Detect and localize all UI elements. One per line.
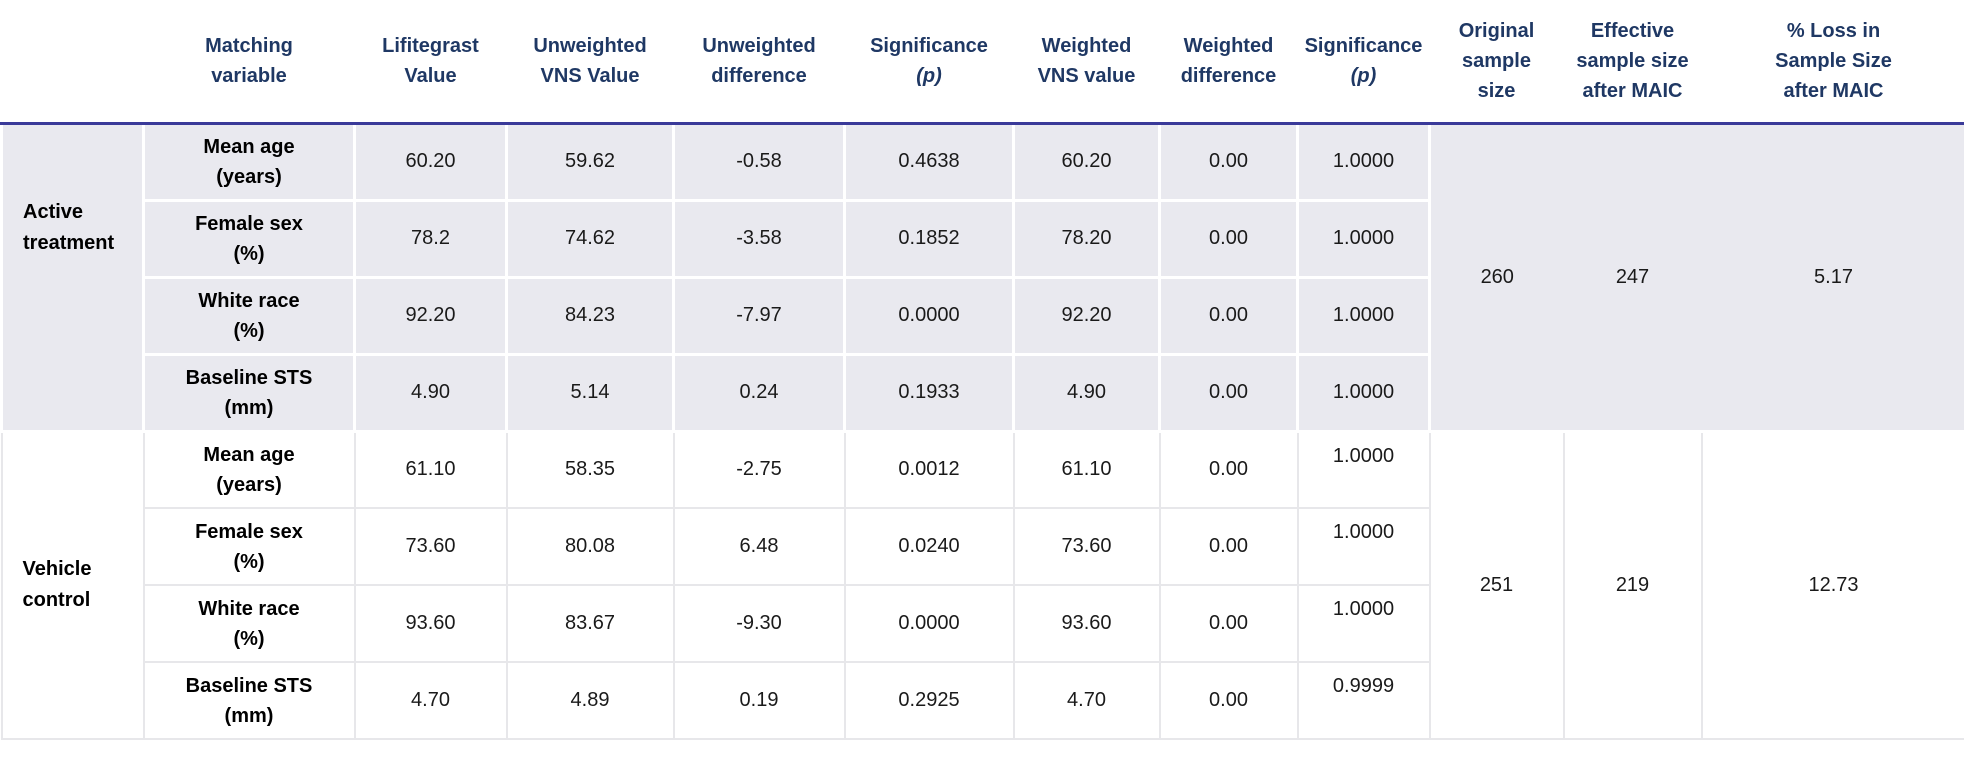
value-cell: 0.00 xyxy=(1158,507,1299,586)
value-cell: 4.70 xyxy=(1012,661,1161,740)
value-cell: 0.0240 xyxy=(843,507,1015,586)
pct-loss-cell: 5.17 xyxy=(1701,121,1964,433)
value-cell: 1.0000 xyxy=(1296,275,1431,356)
value-cell: 0.00 xyxy=(1158,275,1299,356)
col-header-lifitegrast-value: Lifitegrast Value xyxy=(354,0,507,125)
value-cell: 0.2925 xyxy=(843,661,1015,740)
value-cell: 1.0000 xyxy=(1296,430,1431,509)
col-header-row-group xyxy=(1,0,144,125)
col-header-original-sample-size: Original sample size xyxy=(1429,0,1564,125)
value-cell: 93.60 xyxy=(1012,584,1161,663)
value-cell: 73.60 xyxy=(1012,507,1161,586)
value-cell: 0.24 xyxy=(672,352,846,433)
value-cell: 0.00 xyxy=(1158,352,1299,433)
value-cell: 60.20 xyxy=(1012,121,1161,202)
variable-cell: Mean age (years) xyxy=(142,430,356,509)
variable-cell: Baseline STS (mm) xyxy=(142,352,356,433)
maic-baseline-characteristics-table: Matching variable Lifitegrast Value Unwe… xyxy=(0,0,1964,740)
value-cell: 0.0000 xyxy=(843,275,1015,356)
value-cell: 0.0012 xyxy=(843,430,1015,509)
value-cell: 92.20 xyxy=(1012,275,1161,356)
value-cell: 0.0000 xyxy=(843,584,1015,663)
active-row-female-sex: Female sex (%) 78.2 74.62 -3.58 0.1852 7… xyxy=(2,198,1964,279)
value-cell: -9.30 xyxy=(672,584,846,663)
value-cell: 78.2 xyxy=(353,198,508,279)
variable-cell: White race (%) xyxy=(142,584,356,663)
variable-cell: White race (%) xyxy=(142,275,356,356)
effective-sample-size-cell: 247 xyxy=(1563,121,1702,433)
value-cell: 0.00 xyxy=(1158,198,1299,279)
value-cell: 0.4638 xyxy=(843,121,1015,202)
value-cell: 0.00 xyxy=(1158,430,1299,509)
group-label-vehicle-control: Vehicle control xyxy=(0,430,145,740)
value-cell: 93.60 xyxy=(353,584,508,663)
original-sample-size-cell: 260 xyxy=(1429,121,1564,433)
header-row: Matching variable Lifitegrast Value Unwe… xyxy=(1,0,1964,125)
value-cell: 1.0000 xyxy=(1296,121,1431,202)
col-header-significance-weighted: Significance (p) xyxy=(1297,0,1430,125)
value-cell: 4.70 xyxy=(353,661,508,740)
value-cell: 4.90 xyxy=(353,352,508,433)
value-cell: 74.62 xyxy=(505,198,675,279)
value-cell: 83.67 xyxy=(505,584,675,663)
value-cell: 1.0000 xyxy=(1296,198,1431,279)
effective-sample-size-cell: 219 xyxy=(1562,430,1703,740)
variable-cell: Baseline STS (mm) xyxy=(142,661,356,740)
vehicle-row-baseline-sts: Baseline STS (mm) 4.70 4.89 0.19 0.2925 … xyxy=(2,661,1964,740)
value-cell: 5.14 xyxy=(505,352,675,433)
value-cell: 1.0000 xyxy=(1296,584,1431,663)
value-cell: 0.1933 xyxy=(843,352,1015,433)
active-row-baseline-sts: Baseline STS (mm) 4.90 5.14 0.24 0.1933 … xyxy=(2,352,1964,433)
value-cell: 1.0000 xyxy=(1296,352,1431,433)
value-cell: 73.60 xyxy=(353,507,508,586)
col-header-effective-sample-size: Effective sample size after MAIC xyxy=(1563,0,1702,125)
value-cell: 0.19 xyxy=(672,661,846,740)
value-cell: 78.20 xyxy=(1012,198,1161,279)
vehicle-row-white-race: White race (%) 93.60 83.67 -9.30 0.0000 … xyxy=(2,584,1964,663)
col-header-pct-loss-sample-size: % Loss in Sample Size after MAIC xyxy=(1701,0,1964,125)
vehicle-row-female-sex: Female sex (%) 73.60 80.08 6.48 0.0240 7… xyxy=(2,507,1964,586)
active-row-white-race: White race (%) 92.20 84.23 -7.97 0.0000 … xyxy=(2,275,1964,356)
variable-cell: Female sex (%) xyxy=(142,198,356,279)
value-cell: -0.58 xyxy=(672,121,846,202)
variable-cell: Mean age (years) xyxy=(142,121,356,202)
value-cell: 84.23 xyxy=(505,275,675,356)
value-cell: 80.08 xyxy=(505,507,675,586)
value-cell: 60.20 xyxy=(353,121,508,202)
value-cell: 6.48 xyxy=(672,507,846,586)
col-header-weighted-vns-value: Weighted VNS value xyxy=(1013,0,1160,125)
value-cell: 59.62 xyxy=(505,121,675,202)
value-cell: 4.89 xyxy=(505,661,675,740)
value-cell: 4.90 xyxy=(1012,352,1161,433)
value-cell: 58.35 xyxy=(505,430,675,509)
value-cell: 1.0000 xyxy=(1296,507,1431,586)
col-header-significance-unweighted: Significance (p) xyxy=(844,0,1014,125)
active-row-mean-age: Active treatment Mean age (years) 60.20 … xyxy=(0,121,1964,433)
group-label-active-treatment: Active treatment xyxy=(0,121,145,433)
value-cell: 92.20 xyxy=(353,275,508,356)
value-cell: 0.00 xyxy=(1158,121,1299,202)
original-sample-size-cell: 251 xyxy=(1428,430,1565,740)
value-cell: 0.1852 xyxy=(843,198,1015,279)
value-cell: -3.58 xyxy=(672,198,846,279)
value-cell: 0.00 xyxy=(1158,661,1299,740)
variable-cell: Female sex (%) xyxy=(142,507,356,586)
vehicle-row-mean-age: Vehicle control Mean age (years) 61.10 5… xyxy=(0,430,1964,740)
value-cell: 61.10 xyxy=(353,430,508,509)
value-cell: 61.10 xyxy=(1012,430,1161,509)
col-header-unweighted-difference: Unweighted difference xyxy=(673,0,845,125)
col-header-weighted-difference: Weighted difference xyxy=(1159,0,1298,125)
value-cell: 0.9999 xyxy=(1296,661,1431,740)
value-cell: -7.97 xyxy=(672,275,846,356)
value-cell: -2.75 xyxy=(672,430,846,509)
pct-loss-cell: 12.73 xyxy=(1700,430,1964,740)
col-header-matching-variable: Matching variable xyxy=(143,0,355,125)
col-header-unweighted-vns-value: Unweighted VNS Value xyxy=(506,0,674,125)
value-cell: 0.00 xyxy=(1158,584,1299,663)
